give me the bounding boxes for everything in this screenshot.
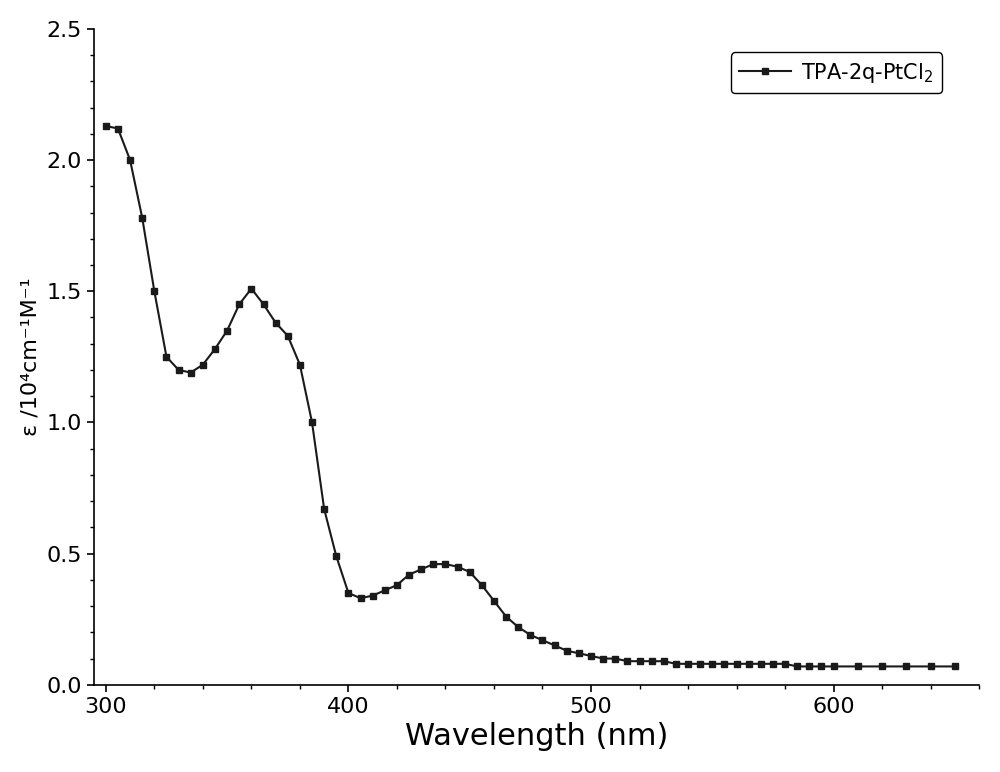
Legend: TPA-2q-PtCl$_2$: TPA-2q-PtCl$_2$ [731,52,942,93]
TPA-2q-PtCl$_2$ [791,662,803,671]
TPA-2q-PtCl$_2$ [949,662,961,671]
TPA-2q-PtCl$_2$ [294,360,306,369]
Y-axis label: ε /10⁴cm⁻¹M⁻¹: ε /10⁴cm⁻¹M⁻¹ [21,278,41,436]
TPA-2q-PtCl$_2$ [718,659,730,669]
X-axis label: Wavelength (nm): Wavelength (nm) [405,722,668,751]
TPA-2q-PtCl$_2$ [852,662,864,671]
TPA-2q-PtCl$_2$ [100,121,112,130]
Line: TPA-2q-PtCl$_2$: TPA-2q-PtCl$_2$ [103,123,958,669]
TPA-2q-PtCl$_2$ [160,352,172,361]
TPA-2q-PtCl$_2$ [439,560,451,569]
TPA-2q-PtCl$_2$ [342,588,354,598]
